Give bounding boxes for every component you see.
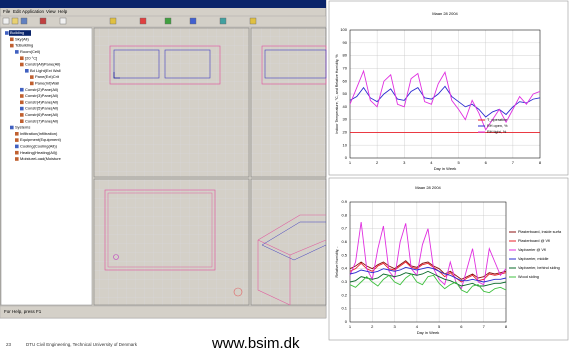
slide: For Help, press F1 23 DTU Civil Engineer… [0,0,569,354]
tree-item[interactable]: TcBuilding [15,43,33,48]
y-tick-label: 30 [343,117,348,122]
legend-label: RH tight, % [487,130,507,134]
tree-item[interactable]: Pane(Ext)Crit [35,74,60,79]
tree-icon [5,31,9,35]
y-tick-label: 50 [343,91,348,96]
tree-item[interactable]: Heating(Heating(All)) [20,150,58,155]
title-bar [0,0,326,8]
tree-icon [20,88,24,92]
tree-item[interactable]: Equipment(Equipment) [20,137,62,142]
tree-item[interactable]: Constr(2)Pane(All) [25,87,59,92]
tree-icon [15,138,19,142]
tree-icon [10,38,14,42]
tree-item[interactable]: Cooling(Cooling(All)) [20,143,58,148]
tree-item[interactable]: [20 °C] [25,55,37,60]
tree-icon [10,126,14,130]
legend-label: Plasterboard @ Vfl [518,239,550,243]
tree-item[interactable]: Bd Light(Ext Wall [30,68,61,73]
y-tick-label: 40 [343,104,348,109]
y-tick-label: 20 [343,129,348,134]
tree-item[interactable]: Infiltration(Infiltration) [20,131,58,136]
tree-icon [15,151,19,155]
y-tick-label: 0.2 [341,292,347,297]
url: www.bsim.dk [211,335,300,352]
y-tick-label: 0.5 [341,252,347,257]
x-axis-label: Day in Week [434,166,457,171]
legend-label: Vapbarrier @ Vfl [518,248,546,252]
tree-item[interactable]: Sky(All) [15,36,29,41]
status-bar [0,306,326,318]
tree-icon [20,94,24,98]
y-axis-label: Relative Humidity, - [335,246,339,278]
tree-icon [10,44,14,48]
tree-icon [20,101,24,105]
y-tick-label: 80 [343,53,348,58]
tree-item[interactable]: Room(Cell) [20,49,41,54]
tree-item[interactable]: Building [10,30,24,35]
y-tick-label: 0.7 [341,226,347,231]
chart-title: Maan 28 2004 [415,185,441,190]
viewports [94,28,326,305]
tree-icon [15,50,19,54]
y-tick-label: 0.6 [341,239,347,244]
y-tick-label: 0.1 [341,306,347,311]
page: { "app": { "menu": ["File", "Edit", "App… [0,0,569,354]
y-tick-label: 70 [343,65,348,70]
y-tick-label: 90 [343,40,348,45]
tree-item[interactable]: Constr(4)Pane(All) [25,99,59,104]
tree-item[interactable]: Constr(7)Pane(All) [25,118,59,123]
menu-item[interactable]: Help [58,9,68,14]
menu-item[interactable]: View [46,9,56,14]
y-tick-label: 0.3 [341,279,347,284]
legend-label: Vapbarrier, middle [518,257,549,261]
tree-item[interactable]: Constr(5)Pane(All) [25,106,59,111]
y-tick-label: 0.9 [341,199,347,204]
chart-title: Maan 28 2004 [432,11,458,16]
tree-icon [15,145,19,149]
y-tick-label: 10 [343,142,348,147]
tree-icon [20,63,24,67]
legend-label: T_operative [487,118,507,122]
menu-item[interactable]: File [3,9,11,14]
y-tick-label: 100 [340,27,347,32]
legend-label: Plasterboard, inside surfa [518,230,562,234]
legend-label: RH open, % [487,124,508,128]
x-axis-label: Day in Week [417,330,440,335]
status-text: For Help, press F1 [4,309,42,314]
tree-item[interactable]: Pane(Int)Wall [35,80,59,85]
toolbar [0,16,326,27]
y-tick-label: 0.4 [341,266,347,271]
page-number: 23 [6,342,12,347]
tree-icon [15,157,19,161]
tree-icon [20,113,24,117]
y-tick-label: 60 [343,78,348,83]
tree-item[interactable]: Systems [15,125,30,130]
tree-icon [30,82,34,86]
menu-item[interactable]: Application [22,9,45,14]
tree-icon [15,132,19,136]
tree-icon [20,107,24,111]
menu-item[interactable]: Edit [13,9,22,14]
y-tick-label: 0.8 [341,212,347,217]
tree-item[interactable]: Constr(3)Pane(All) [25,93,59,98]
tree-item[interactable]: MoistureLoad(Moisture [20,156,62,161]
tree-icon [20,119,24,123]
tree-item[interactable]: Constr(All)Pane(All) [25,62,61,67]
legend-label: Wood siding [518,275,539,279]
legend-label: Vapbarrier, behind siding [518,266,560,270]
tree-item[interactable]: Constr(6)Pane(All) [25,112,59,117]
y-axis-label: Indoor Temperature, °C, and Relative Hum… [335,54,339,134]
tree-icon [20,56,24,60]
tree-icon [25,69,29,73]
tree-icon [30,75,34,79]
institution: DTU Civil Engineering, Technical Univers… [26,342,138,347]
